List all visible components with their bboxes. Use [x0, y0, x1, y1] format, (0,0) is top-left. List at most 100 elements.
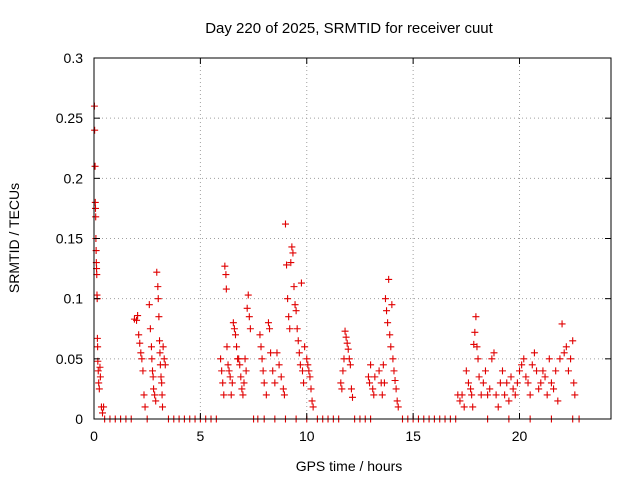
data-point [289, 249, 297, 257]
data-point [343, 339, 351, 347]
data-point [146, 325, 154, 333]
data-point [394, 403, 402, 411]
data-point [233, 343, 241, 351]
data-point [507, 373, 515, 381]
data-point [471, 328, 479, 336]
data-point [371, 373, 379, 381]
data-point [231, 331, 239, 339]
data-points [90, 102, 583, 423]
data-point [458, 391, 466, 399]
data-point [560, 349, 568, 357]
data-point [472, 313, 480, 321]
data-point [456, 397, 464, 405]
data-point [239, 391, 247, 399]
data-point [518, 361, 526, 369]
data-point [552, 367, 560, 375]
data-point [545, 355, 553, 363]
data-point [241, 355, 249, 363]
data-point [299, 367, 307, 375]
data-point [554, 397, 562, 405]
data-point [564, 367, 572, 375]
data-point [94, 367, 102, 375]
data-point [266, 325, 274, 333]
data-point [245, 313, 253, 321]
data-point [157, 373, 165, 381]
data-point [145, 301, 153, 309]
data-point [511, 391, 519, 399]
data-point [496, 379, 504, 387]
data-point [159, 343, 167, 351]
data-point [388, 301, 396, 309]
data-point [290, 283, 298, 291]
data-point [513, 379, 521, 387]
data-point [481, 367, 489, 375]
data-point [349, 393, 356, 401]
data-point [154, 283, 162, 291]
data-point [91, 204, 99, 212]
y-tick-label: 0.1 [64, 291, 84, 307]
data-point [137, 349, 145, 357]
grid-lines [94, 58, 611, 419]
data-point [223, 343, 231, 351]
data-point [262, 391, 270, 399]
data-point [217, 355, 225, 363]
data-point [477, 391, 485, 399]
y-tick-label: 0 [75, 411, 83, 427]
data-point [153, 268, 161, 276]
data-point [96, 373, 104, 381]
data-point [486, 385, 494, 393]
data-point [287, 259, 295, 267]
x-tick-label: 0 [90, 428, 98, 444]
axis-ticks: 0 5 10 15 20 0 0.05 0.1 0.15 0.2 0.25 0.3 [56, 50, 611, 444]
data-point [158, 391, 166, 399]
chart-title: Day 220 of 2025, SRMTID for receiver cuu… [205, 20, 493, 37]
data-point [541, 373, 549, 381]
data-point [149, 367, 157, 375]
data-point [462, 367, 470, 375]
data-point [139, 367, 147, 375]
data-point [347, 385, 355, 393]
data-point [258, 355, 266, 363]
data-point [301, 343, 309, 351]
data-point [303, 355, 311, 363]
data-point [158, 379, 166, 387]
data-point [94, 343, 102, 351]
data-point [390, 367, 398, 375]
data-point [378, 391, 386, 399]
data-point [520, 355, 528, 363]
data-point [547, 379, 555, 387]
data-point [571, 391, 579, 399]
data-point [297, 279, 305, 287]
x-tick-label: 5 [196, 428, 204, 444]
data-point [345, 355, 353, 363]
y-tick-label: 0.3 [64, 50, 84, 66]
data-point [307, 385, 315, 393]
data-point [292, 307, 300, 315]
data-point [341, 327, 349, 335]
data-point [375, 367, 383, 375]
data-point [305, 367, 313, 375]
data-point [225, 367, 233, 375]
data-point [264, 319, 272, 327]
data-point [238, 385, 246, 393]
data-point [222, 271, 230, 279]
data-point [464, 379, 472, 387]
data-point [567, 355, 575, 363]
data-point [379, 361, 387, 369]
data-point [288, 243, 296, 251]
data-point [475, 373, 483, 381]
data-point [366, 379, 374, 387]
data-point [149, 373, 157, 381]
data-point [384, 319, 392, 327]
y-tick-label: 0.15 [56, 231, 83, 247]
x-tick-label: 10 [299, 428, 315, 444]
y-tick-label: 0.05 [56, 351, 83, 367]
data-point [281, 220, 289, 228]
data-point [151, 391, 159, 399]
data-point [490, 349, 498, 357]
data-point [227, 391, 235, 399]
data-point [393, 397, 401, 405]
data-point [498, 367, 506, 375]
